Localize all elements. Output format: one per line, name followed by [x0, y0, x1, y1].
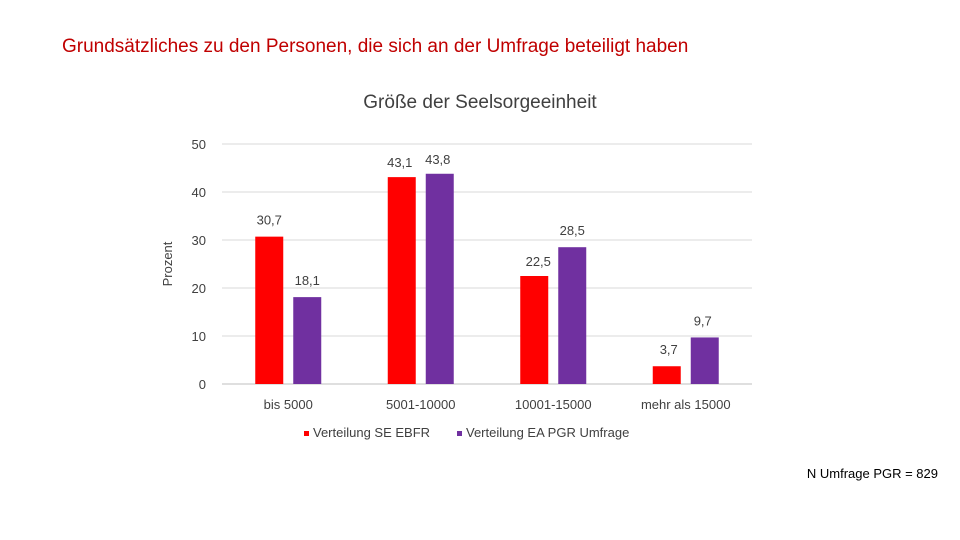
bar	[690, 337, 719, 384]
y-tick-label: 40	[192, 185, 206, 200]
data-label: 43,1	[387, 155, 412, 170]
data-label: 28,5	[560, 223, 585, 238]
bar	[425, 173, 454, 384]
legend-swatch	[457, 431, 462, 436]
x-tick-label: 10001-15000	[515, 397, 592, 412]
slide-title: Grundsätzliches zu den Personen, die sic…	[62, 36, 689, 57]
bar	[293, 297, 322, 384]
bar	[387, 177, 416, 384]
data-label: 30,7	[257, 213, 282, 228]
bar	[558, 247, 587, 384]
y-tick-label: 20	[192, 281, 206, 296]
data-label: 18,1	[295, 273, 320, 288]
x-tick-label: 5001-10000	[386, 397, 455, 412]
legend-label: Verteilung EA PGR Umfrage	[466, 425, 629, 440]
bar	[652, 366, 681, 384]
data-label: 3,7	[660, 342, 678, 357]
x-tick-label: bis 5000	[264, 397, 313, 412]
legend-swatch	[304, 431, 309, 436]
y-tick-label: 10	[192, 329, 206, 344]
x-tick-label: mehr als 15000	[641, 397, 731, 412]
y-axis-label: Prozent	[160, 241, 175, 286]
data-label: 43,8	[425, 152, 450, 167]
footnote: N Umfrage PGR = 829	[806, 466, 938, 481]
chart-title: Größe der Seelsorgeeinheit	[363, 92, 597, 113]
y-tick-label: 0	[199, 377, 206, 392]
data-label: 22,5	[526, 254, 551, 269]
legend-label: Verteilung SE EBFR	[313, 425, 430, 440]
data-label: 9,7	[694, 313, 712, 328]
bar	[520, 276, 549, 384]
y-tick-label: 50	[192, 137, 206, 152]
bar	[255, 236, 284, 384]
y-tick-label: 30	[192, 233, 206, 248]
